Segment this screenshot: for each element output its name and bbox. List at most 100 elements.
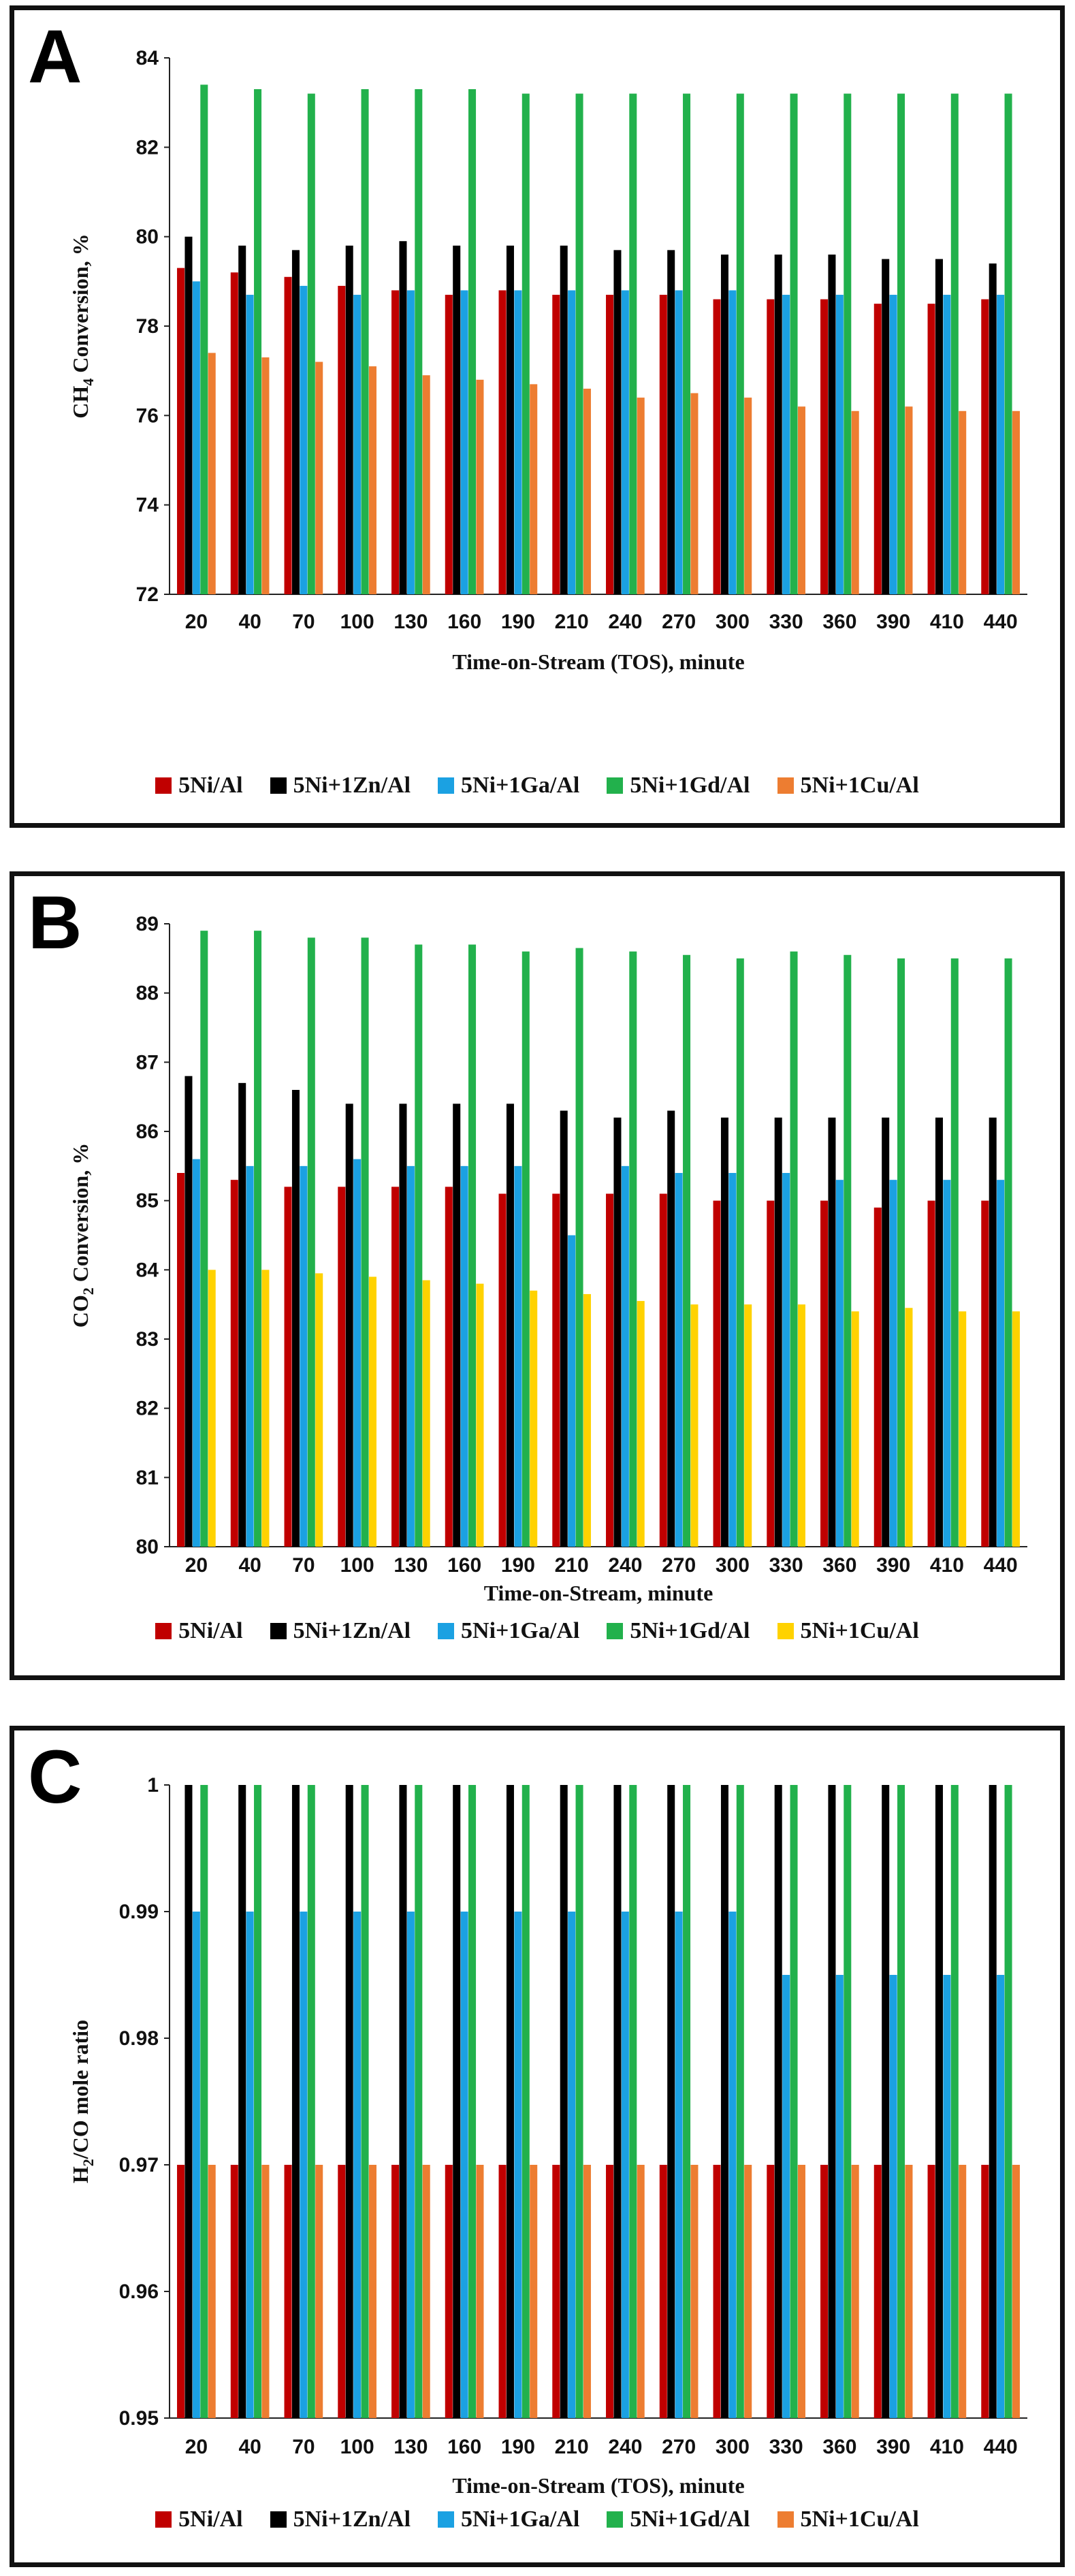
y-tick-label: 81 [136, 1466, 159, 1489]
bar [981, 299, 989, 594]
y-tick-label: 80 [136, 1536, 159, 1558]
legend-swatch [607, 2511, 624, 2528]
legend: 5Ni/Al 5Ni+1Zn/Al 5Ni+1Ga/Al 5Ni+1Gd/Al 5Ni+… [14, 2507, 1060, 2532]
bar [300, 1165, 308, 1547]
bar [192, 1159, 200, 1547]
legend-label: 5Ni/Al [178, 1618, 243, 1643]
bar [950, 1785, 959, 2418]
bar [989, 263, 997, 594]
legend-item: 5Ni+1Ga/Al [438, 1618, 579, 1644]
bar [422, 375, 430, 594]
bar [728, 290, 737, 594]
legend-item: 5Ni+1Gd/Al [607, 1618, 750, 1644]
bar [797, 406, 805, 594]
bar [897, 93, 905, 594]
bar [460, 1165, 468, 1547]
bar [184, 1076, 193, 1547]
bar [744, 2165, 752, 2418]
bar [667, 250, 675, 594]
legend-item: 5Ni/Al [155, 773, 243, 799]
x-tick-label: 70 [292, 1554, 315, 1577]
x-tick-label: 360 [822, 1554, 856, 1577]
legend-swatch [777, 2511, 794, 2528]
bar [637, 398, 645, 594]
bar [637, 2165, 645, 2418]
bar [935, 259, 943, 594]
y-tick-label: 83 [136, 1328, 159, 1351]
bar [583, 2165, 591, 2418]
y-tick-label: 0.97 [119, 2154, 159, 2176]
bar [1012, 410, 1020, 594]
bar [415, 88, 423, 594]
bar [200, 931, 208, 1547]
legend-label: 5Ni+1Gd/Al [630, 2507, 750, 2532]
x-tick-label: 210 [555, 1554, 589, 1577]
bar [782, 295, 790, 594]
x-tick-label: 70 [292, 2436, 315, 2458]
bar [720, 1785, 728, 2418]
bar [897, 958, 905, 1547]
bar [230, 272, 238, 594]
panel-letter: B [28, 881, 82, 965]
bar [728, 1912, 737, 2418]
bar [889, 1180, 897, 1547]
legend-label: 5Ni+1Gd/Al [630, 1618, 750, 1643]
bar [353, 295, 362, 594]
bar [445, 295, 453, 594]
bar [498, 2165, 507, 2418]
x-tick-label: 240 [608, 2436, 642, 2458]
bar [338, 2165, 346, 2418]
legend-swatch [777, 777, 794, 794]
bar [300, 285, 308, 594]
bar [177, 268, 185, 594]
bar [552, 2165, 560, 2418]
y-axis-title-subscript: 2 [80, 1287, 97, 1295]
bar [851, 410, 859, 594]
bar [254, 1785, 262, 2418]
bar [560, 1110, 568, 1547]
legend-label: 5Ni+1Cu/Al [800, 773, 919, 798]
bar [997, 1180, 1005, 1547]
bar [935, 1785, 943, 2418]
y-axis-title-main: CO [68, 1295, 93, 1327]
bar [460, 1912, 468, 2418]
x-tick-label: 210 [555, 611, 589, 633]
legend-item: 5Ni+1Cu/Al [777, 1618, 919, 1644]
bar [950, 93, 959, 594]
bar [744, 1304, 752, 1547]
legend-swatch [438, 777, 455, 794]
bar [522, 951, 530, 1547]
y-tick-label: 89 [136, 913, 159, 935]
bar [621, 1912, 629, 2418]
bar [345, 1785, 353, 2418]
legend-swatch [270, 1623, 287, 1639]
legend-item: 5Ni/Al [155, 2507, 243, 2532]
bar [361, 937, 369, 1547]
legend-item: 5Ni+1Ga/Al [438, 773, 579, 799]
bar [905, 406, 913, 594]
x-tick-label: 360 [822, 2436, 856, 2458]
bar [460, 290, 468, 594]
bar [828, 1785, 836, 2418]
bar [713, 2165, 721, 2418]
bar [690, 1304, 699, 1547]
bar [476, 2165, 484, 2418]
bar [889, 1975, 897, 2418]
bar [997, 295, 1005, 594]
bar [927, 304, 935, 594]
y-axis-title: H2/CO mole ratio [68, 2020, 97, 2183]
bar [835, 295, 844, 594]
bar [192, 281, 200, 594]
bar [184, 236, 193, 595]
bar [453, 245, 461, 594]
bar [606, 1193, 614, 1547]
y-axis-title: CO2 Conversion, % [68, 1143, 97, 1327]
legend-label: 5Ni/Al [178, 2507, 243, 2532]
y-tick-label: 82 [136, 1398, 159, 1420]
bar [851, 2165, 859, 2418]
bar [989, 1117, 997, 1547]
legend-label: 5Ni+1Zn/Al [293, 1618, 411, 1643]
y-tick-label: 0.99 [119, 1901, 159, 1923]
y-tick-label: 72 [136, 583, 159, 606]
bar [1012, 2165, 1020, 2418]
